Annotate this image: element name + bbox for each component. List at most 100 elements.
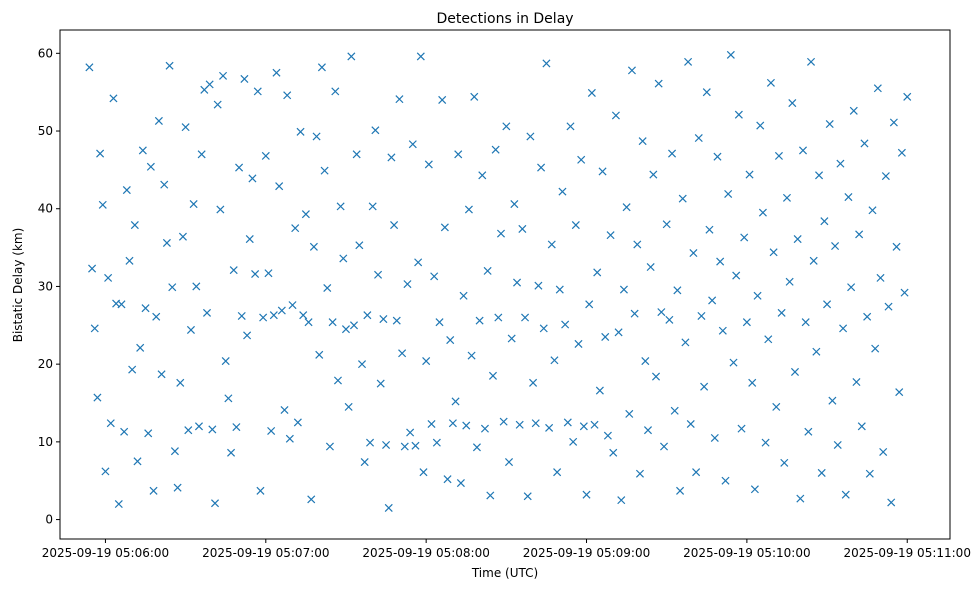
data-point-297 bbox=[879, 447, 888, 456]
data-point-259 bbox=[777, 308, 786, 317]
data-point-215 bbox=[659, 442, 669, 451]
data-point-63 bbox=[253, 87, 262, 96]
data-point-46 bbox=[208, 425, 217, 434]
y-axis-ticks: 0 10 20 30 40 50 60 bbox=[38, 46, 60, 527]
data-point-27 bbox=[157, 370, 166, 379]
y-tick-label-2: 20 bbox=[38, 357, 53, 371]
data-point-296 bbox=[876, 273, 885, 282]
data-point-112 bbox=[384, 503, 393, 512]
data-point-191 bbox=[595, 386, 604, 395]
data-point-67 bbox=[264, 269, 273, 278]
data-point-298 bbox=[881, 172, 890, 181]
x-axis-ticks: 2025-09-19 05:06:00 2025-09-19 05:07:00 20… bbox=[42, 539, 971, 560]
data-point-198 bbox=[614, 328, 623, 337]
data-point-216 bbox=[662, 220, 671, 229]
data-point-274 bbox=[817, 468, 826, 477]
data-point-302 bbox=[892, 242, 901, 251]
data-point-104 bbox=[363, 311, 372, 320]
data-point-117 bbox=[398, 349, 407, 358]
data-point-166 bbox=[529, 378, 538, 387]
data-point-288 bbox=[855, 230, 864, 239]
data-point-211 bbox=[649, 170, 658, 179]
data-point-174 bbox=[550, 356, 559, 365]
data-point-48 bbox=[213, 100, 222, 109]
data-point-13 bbox=[120, 427, 129, 436]
data-point-234 bbox=[710, 433, 719, 443]
data-point-154 bbox=[496, 229, 506, 238]
data-point-267 bbox=[798, 146, 808, 155]
data-point-129 bbox=[430, 272, 439, 281]
data-point-94 bbox=[336, 202, 345, 211]
data-point-128 bbox=[427, 419, 436, 429]
data-point-64 bbox=[256, 486, 265, 495]
x-tick-label-4: 2025-09-19 05:10:00 bbox=[683, 546, 810, 560]
data-point-4 bbox=[96, 149, 105, 158]
data-point-177 bbox=[558, 187, 567, 196]
data-point-87 bbox=[317, 63, 326, 72]
data-point-290 bbox=[860, 139, 869, 148]
data-point-114 bbox=[390, 221, 399, 230]
data-point-149 bbox=[483, 266, 492, 275]
x-tick-label-2: 2025-09-19 05:08:00 bbox=[362, 546, 489, 560]
data-point-202 bbox=[625, 409, 634, 418]
data-point-42 bbox=[197, 150, 206, 159]
data-point-20 bbox=[138, 146, 147, 155]
data-point-275 bbox=[820, 217, 829, 226]
data-point-9 bbox=[109, 94, 118, 103]
data-point-21 bbox=[141, 304, 150, 313]
data-point-76 bbox=[288, 301, 297, 310]
data-point-50 bbox=[219, 71, 228, 80]
data-point-41 bbox=[194, 422, 204, 431]
data-point-232 bbox=[705, 225, 714, 234]
data-point-226 bbox=[689, 249, 698, 258]
data-point-277 bbox=[825, 120, 834, 129]
data-point-300 bbox=[887, 498, 896, 507]
data-point-40 bbox=[192, 282, 201, 291]
data-point-204 bbox=[630, 309, 639, 318]
data-point-182 bbox=[571, 221, 580, 230]
data-point-81 bbox=[301, 210, 310, 219]
data-point-263 bbox=[788, 99, 797, 108]
data-point-11 bbox=[114, 500, 123, 509]
data-point-260 bbox=[780, 458, 789, 467]
data-point-96 bbox=[341, 325, 351, 334]
data-point-97 bbox=[344, 402, 353, 411]
data-point-130 bbox=[432, 438, 441, 447]
data-point-132 bbox=[438, 95, 447, 104]
data-point-111 bbox=[382, 440, 391, 449]
data-point-214 bbox=[657, 308, 666, 317]
data-point-52 bbox=[224, 394, 233, 403]
data-point-6 bbox=[101, 467, 110, 476]
data-point-47 bbox=[210, 499, 220, 508]
data-point-110 bbox=[379, 315, 388, 324]
data-point-248 bbox=[748, 378, 757, 387]
data-point-229 bbox=[697, 311, 706, 320]
data-point-147 bbox=[478, 171, 487, 180]
data-point-163 bbox=[521, 313, 530, 322]
data-point-200 bbox=[619, 285, 628, 294]
data-point-68 bbox=[267, 426, 276, 436]
data-point-145 bbox=[472, 443, 481, 452]
data-point-37 bbox=[184, 426, 193, 435]
data-point-75 bbox=[285, 434, 294, 443]
data-point-12 bbox=[117, 300, 126, 309]
data-point-171 bbox=[542, 59, 551, 68]
data-point-208 bbox=[641, 357, 650, 366]
data-point-19 bbox=[136, 343, 145, 352]
data-point-258 bbox=[774, 151, 783, 160]
data-point-306 bbox=[903, 92, 912, 101]
data-point-170 bbox=[539, 324, 548, 333]
data-point-98 bbox=[347, 52, 356, 61]
data-point-168 bbox=[534, 281, 543, 290]
data-point-242 bbox=[732, 271, 741, 280]
data-point-24 bbox=[149, 486, 158, 495]
data-point-196 bbox=[609, 448, 618, 457]
data-point-57 bbox=[237, 311, 246, 320]
data-point-131 bbox=[435, 318, 444, 327]
data-point-257 bbox=[772, 402, 781, 411]
data-point-246 bbox=[742, 318, 751, 327]
data-point-90 bbox=[325, 442, 334, 451]
data-point-175 bbox=[553, 468, 562, 477]
data-point-192 bbox=[598, 167, 607, 176]
chart-title: Detections in Delay bbox=[436, 11, 573, 27]
